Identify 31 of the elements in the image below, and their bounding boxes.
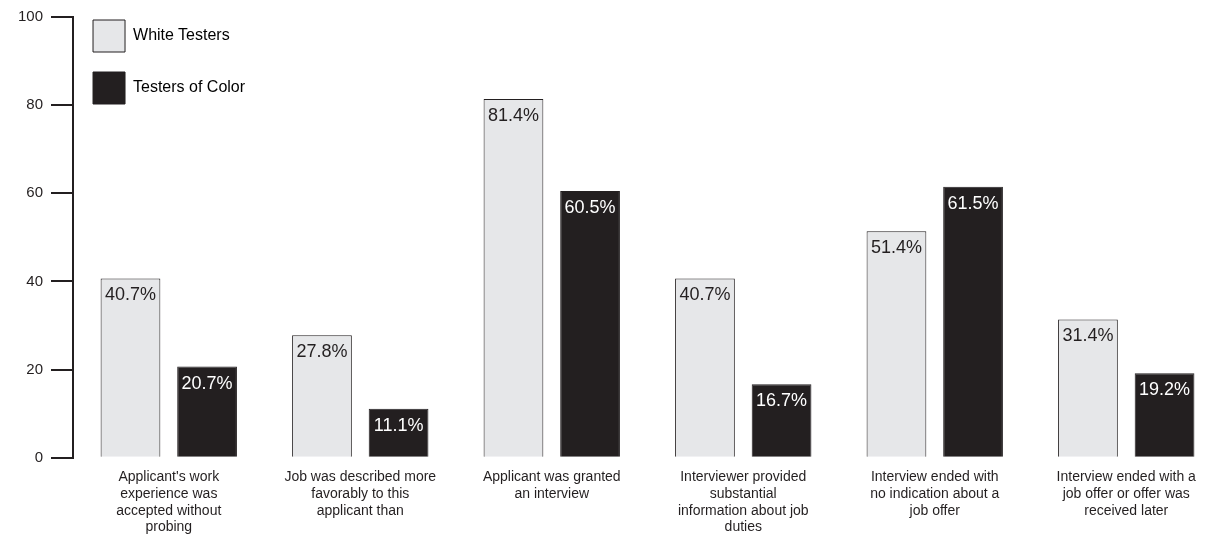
data-label: 27.8% — [296, 341, 348, 362]
bar — [560, 191, 620, 457]
legend-label: White Testers — [133, 26, 230, 44]
y-tick-label: 20 — [26, 359, 44, 377]
y-tick-label: 40 — [26, 271, 44, 289]
data-label: 40.7% — [104, 284, 156, 305]
data-label: 11.1% — [373, 414, 424, 435]
data-label: 61.5% — [947, 192, 999, 213]
bar — [1134, 373, 1195, 457]
x-tick-label: Interview ended with a job offer or offer was received later — [1056, 468, 1197, 518]
x-tick-label: Interview ended with no indication about a job offer — [870, 468, 1000, 518]
data-label: 60.5% — [564, 197, 616, 218]
data-label: 40.7% — [679, 284, 731, 305]
bar — [751, 384, 812, 457]
bar — [177, 366, 237, 457]
y-tick-label: 80 — [26, 95, 44, 113]
bar — [943, 186, 1003, 457]
data-label: 16.7% — [756, 390, 808, 411]
data-label: 81.4% — [487, 104, 539, 125]
x-tick-label: Applicant was granted an interview — [482, 468, 621, 501]
x-tick-label: Interviewer provided substantial information about job duties — [677, 468, 809, 535]
data-label: 31.4% — [1062, 325, 1114, 346]
data-label: 51.4% — [870, 237, 922, 258]
data-label: 20.7% — [181, 372, 233, 393]
y-tick-label: 60 — [26, 183, 44, 201]
legend-label: Testers of Color — [133, 78, 246, 96]
x-tick-label: Job was described more favorably to this applicant than — [284, 468, 437, 518]
data-label: 19.2% — [1139, 379, 1191, 400]
x-tick-label: Applicant's work experience was accepted without probing — [116, 468, 222, 535]
y-tick-label: 0 — [34, 447, 44, 465]
y-tick-label: 100 — [18, 7, 44, 25]
